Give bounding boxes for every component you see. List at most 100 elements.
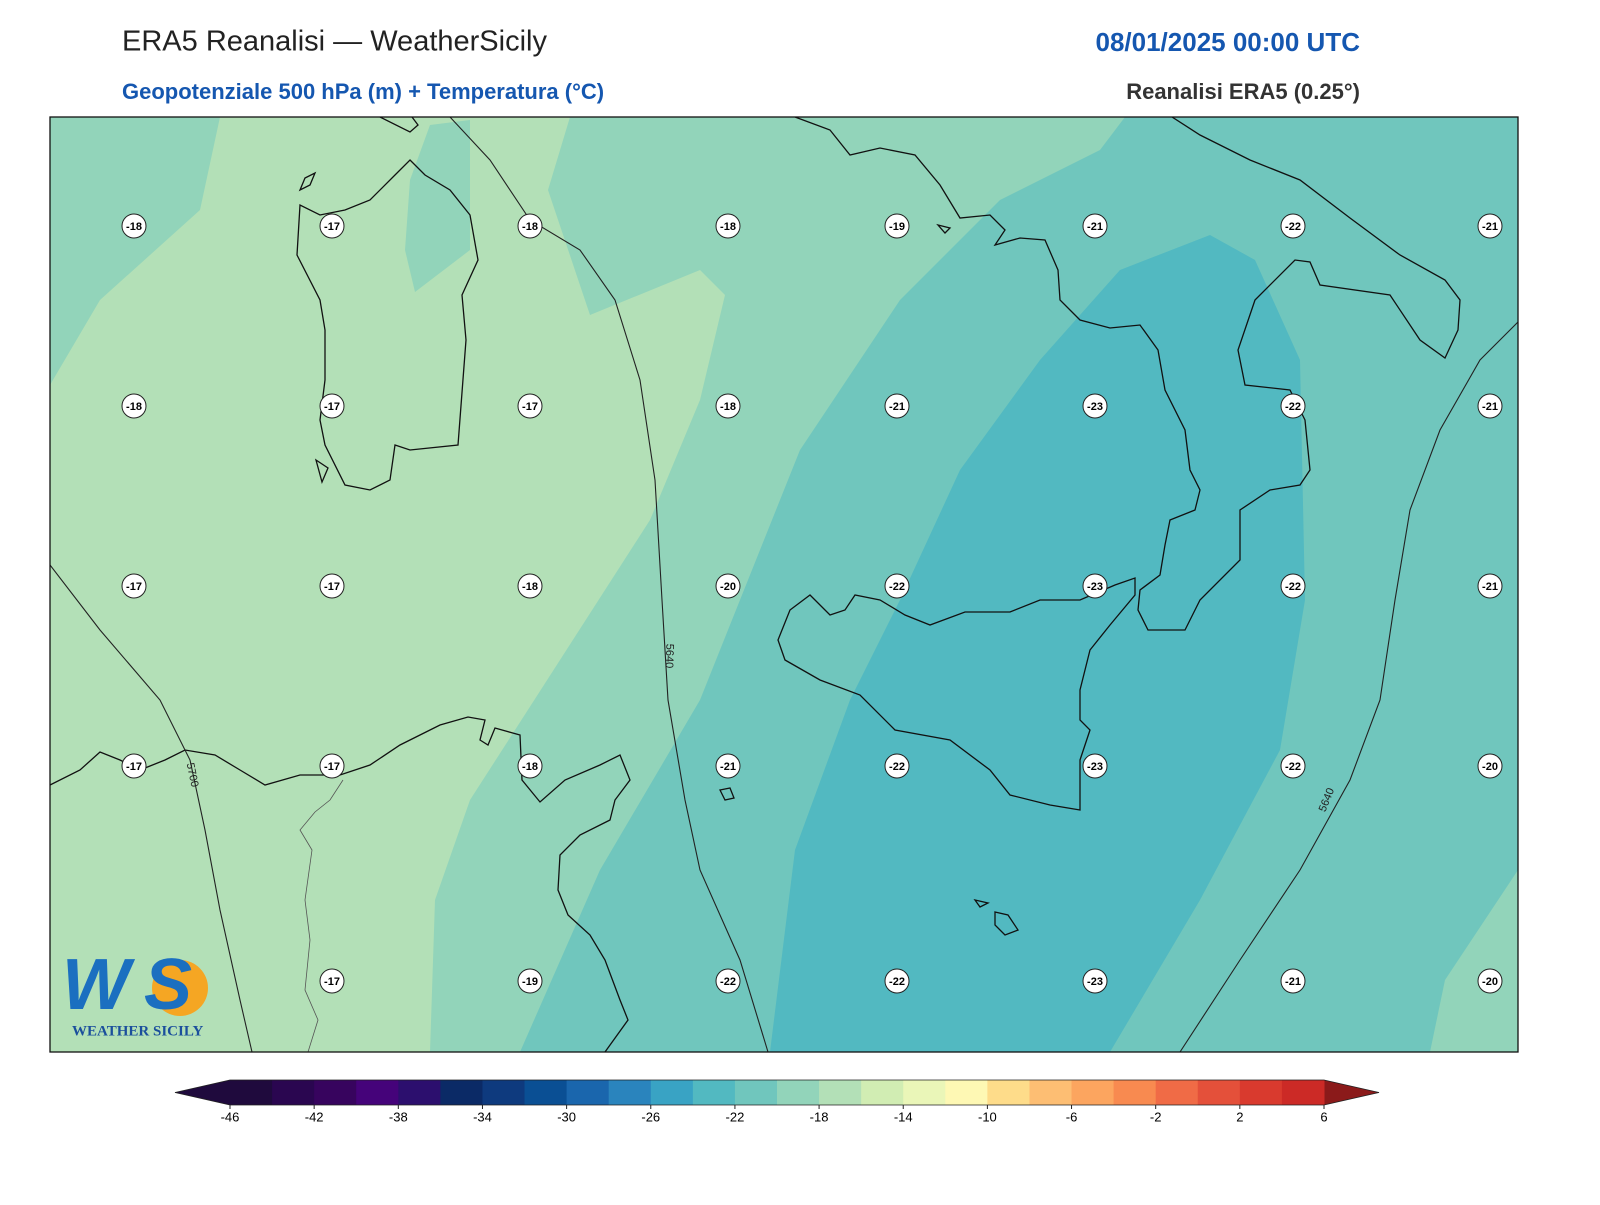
- colorbar-segment: [1071, 1080, 1115, 1105]
- station-marker: [1280, 573, 1306, 599]
- station-temp: -22: [720, 976, 736, 988]
- station-marker: [715, 753, 741, 779]
- station-marker: [1082, 573, 1108, 599]
- station-marker: [1477, 393, 1503, 419]
- station-marker: [517, 213, 543, 239]
- isoline: [50, 564, 253, 1052]
- station-marker: [1280, 753, 1306, 779]
- colorbar-tick-label: -42: [305, 1109, 324, 1124]
- station-temp: -18: [522, 581, 538, 593]
- station-temp: -20: [1482, 976, 1498, 988]
- station-temp: -23: [1087, 401, 1103, 413]
- station-temp: -17: [324, 221, 340, 233]
- colorbar-segment: [1281, 1080, 1325, 1105]
- colorbar-segment: [566, 1080, 610, 1105]
- station-temp: -18: [126, 221, 142, 233]
- colorbar-segment: [440, 1080, 483, 1105]
- temp-band: [1430, 870, 1518, 1052]
- station-temp: -21: [1482, 581, 1498, 593]
- colorbar-segment: [945, 1080, 988, 1105]
- station-temp: -23: [1087, 581, 1103, 593]
- station-marker: [1280, 393, 1306, 419]
- station-marker: [1477, 753, 1503, 779]
- colorbar-tick-label: -46: [221, 1109, 240, 1124]
- colorbar-segment: [1113, 1080, 1157, 1105]
- station-marker: [517, 573, 543, 599]
- station-marker: [121, 213, 147, 239]
- colorbar-segment: [272, 1080, 315, 1105]
- station-marker: [1280, 968, 1306, 994]
- station-marker: [1477, 213, 1503, 239]
- station-marker: [1082, 213, 1108, 239]
- colorbar-segment: [1029, 1080, 1073, 1105]
- subtitle: Geopotenziale 500 hPa (m) + Temperatura …: [122, 79, 604, 104]
- temp-band: [770, 235, 1305, 1052]
- colorbar-tick-label: -30: [557, 1109, 576, 1124]
- colorbar-tick-label: -18: [810, 1109, 829, 1124]
- station-temp: -18: [720, 401, 736, 413]
- colorbar-tick-label: 6: [1320, 1109, 1327, 1124]
- station-temp: -17: [522, 401, 538, 413]
- coastline: [379, 117, 1461, 631]
- coastline: [296, 159, 479, 491]
- station-marker: [1082, 393, 1108, 419]
- colorbar-tick-label: -14: [894, 1109, 913, 1124]
- station-temp: -20: [720, 581, 736, 593]
- colorbar-segment: [692, 1080, 736, 1105]
- colorbar-extend: [175, 1080, 230, 1105]
- station-temp: -23: [1087, 976, 1103, 988]
- station-marker: [884, 393, 910, 419]
- station-temp: -18: [720, 221, 736, 233]
- station-temp: -22: [1285, 581, 1301, 593]
- station-marker: [715, 573, 741, 599]
- station-temp: -19: [889, 221, 905, 233]
- temp-band: [50, 117, 725, 1052]
- station-temp: -21: [1482, 401, 1498, 413]
- coastline: [298, 171, 329, 484]
- isoline: [1179, 321, 1518, 1052]
- colorbar-extend: [1324, 1080, 1379, 1105]
- station-marker: [1477, 573, 1503, 599]
- colorbar-segment: [903, 1080, 946, 1105]
- station-marker: [1082, 753, 1108, 779]
- station-marker: [1280, 213, 1306, 239]
- source: Reanalisi ERA5 (0.25°): [1126, 79, 1360, 104]
- logo-sun: [152, 960, 208, 1016]
- station-temp: -17: [324, 976, 340, 988]
- colorbar-tick-label: -2: [1150, 1109, 1162, 1124]
- colorbar-tick-label: -22: [726, 1109, 745, 1124]
- station-temp: -18: [126, 401, 142, 413]
- colorbar-segment: [314, 1080, 357, 1105]
- station-marker: [319, 573, 345, 599]
- station-marker: [319, 753, 345, 779]
- isoline-label: 5640: [663, 644, 676, 669]
- datetime: 08/01/2025 00:00 UTC: [1095, 27, 1360, 57]
- station-marker: [715, 968, 741, 994]
- isoline-label: 5700: [184, 762, 201, 788]
- station-marker: [715, 393, 741, 419]
- colorbar-segment: [819, 1080, 862, 1105]
- logo-caption: WEATHER SICILY: [72, 1023, 203, 1039]
- colorbar-segment: [356, 1080, 399, 1105]
- temp-band: [405, 120, 470, 292]
- station-marker: [319, 393, 345, 419]
- title: ERA5 Reanalisi — WeatherSicily: [122, 26, 547, 58]
- station-grid: -18 -17 -18 -18 -19 -21 -22 -21 -18 -17 -17 -18 -21 -…: [121, 213, 1503, 994]
- station-marker: [1082, 968, 1108, 994]
- colorbar-segment: [1197, 1080, 1241, 1105]
- colorbar: -46 -42 -38 -34 -30 -26 -22 -18 -14 -10 -6 -2 2 6: [174, 1079, 1380, 1124]
- station-temp: -17: [324, 401, 340, 413]
- colorbar-segment: [777, 1080, 820, 1105]
- station-marker: [319, 213, 345, 239]
- station-temp: -22: [889, 581, 905, 593]
- station-temp: -21: [1285, 976, 1301, 988]
- station-marker: [121, 573, 147, 599]
- station-marker: [884, 213, 910, 239]
- colorbar-segment: [524, 1080, 568, 1105]
- colorbar-segment: [987, 1080, 1030, 1105]
- station-temp: -17: [126, 581, 142, 593]
- colorbar-segment: [608, 1080, 652, 1105]
- station-temp: -22: [1285, 401, 1301, 413]
- station-marker: [121, 753, 147, 779]
